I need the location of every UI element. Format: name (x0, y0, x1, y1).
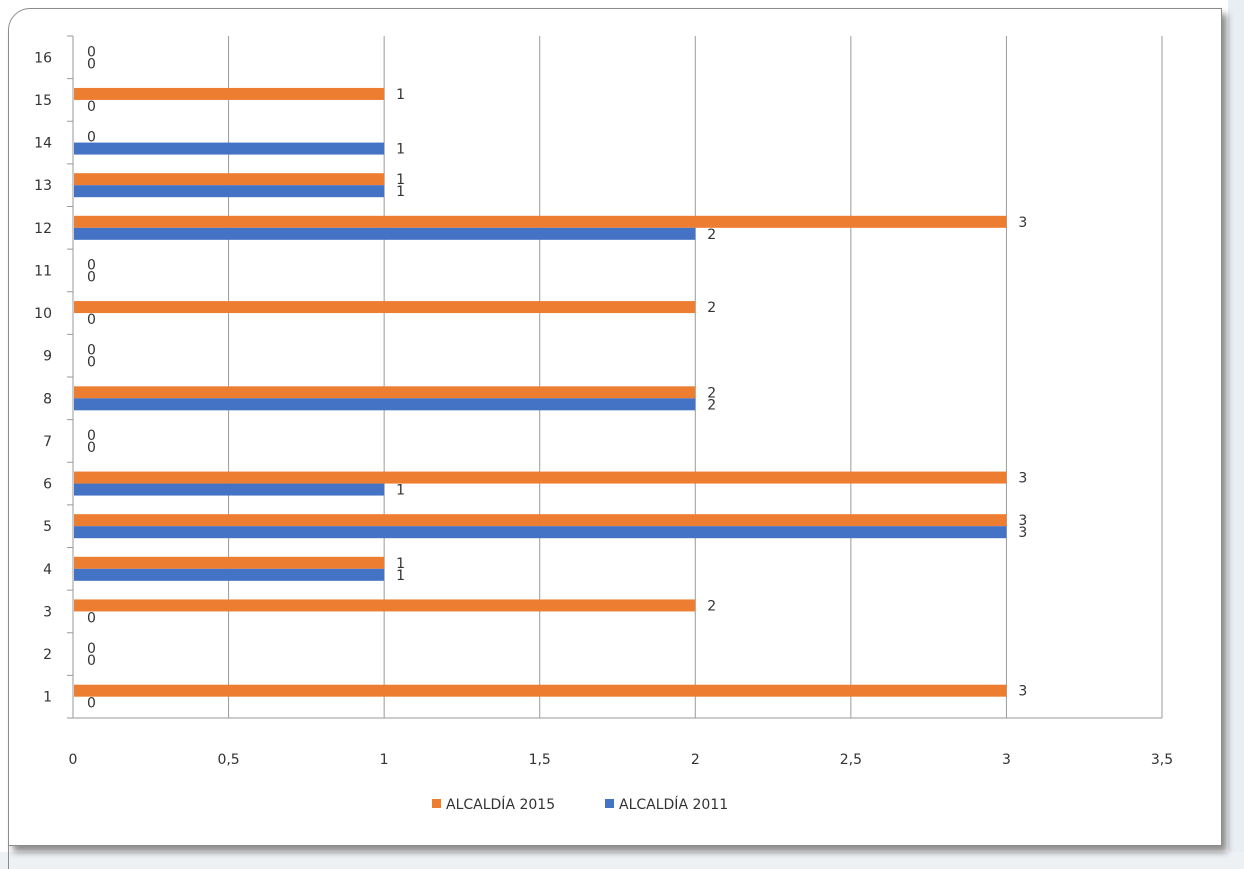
data-label: 0 (87, 653, 96, 669)
data-label: 3 (1018, 471, 1027, 487)
x-tick-label: 3,5 (1151, 752, 1173, 768)
data-label: 0 (87, 610, 96, 626)
data-label: 1 (396, 184, 405, 200)
bars (74, 87, 1007, 697)
data-label: 2 (707, 385, 716, 401)
bar-2015 (74, 301, 696, 314)
background-panel-bottom (0, 852, 1244, 869)
bar-2015 (74, 87, 385, 100)
data-label: 0 (87, 269, 96, 285)
legend-label-2011: ALCALDÍA 2011 (619, 796, 728, 813)
x-tick-label: 2,5 (840, 752, 862, 768)
data-label: 2 (707, 227, 716, 243)
legend-label-2015: ALCALDÍA 2015 (446, 796, 555, 813)
gridlines (228, 36, 1163, 718)
y-tick-label: 9 (43, 349, 52, 365)
bar-2015 (74, 599, 696, 612)
bar-2015 (74, 556, 385, 569)
data-label: 3 (1018, 525, 1027, 541)
bar-2011 (74, 227, 696, 240)
y-tick-label: 13 (34, 178, 52, 194)
x-tick-label: 0,5 (217, 752, 239, 768)
data-label: 3 (1018, 215, 1027, 231)
bar-2015 (74, 173, 385, 186)
data-label: 3 (1018, 684, 1027, 700)
legend-swatch-2015 (432, 799, 441, 808)
data-label: 3 (1018, 513, 1027, 529)
data-label: 1 (396, 142, 405, 158)
x-tick-label: 1,5 (529, 752, 551, 768)
data-label: 0 (87, 130, 96, 146)
y-tick-label: 11 (34, 263, 52, 279)
bar-2011 (74, 142, 385, 155)
x-tick-label: 0 (69, 752, 78, 768)
bar-2015 (74, 684, 1007, 697)
bar-2015 (74, 471, 1007, 484)
bar-2015 (74, 514, 1007, 527)
data-label: 2 (707, 300, 716, 316)
legend-swatch-2011 (605, 799, 614, 808)
y-tick-label: 3 (43, 604, 52, 620)
data-label: 1 (396, 483, 405, 499)
data-label: 0 (87, 440, 96, 456)
bar-2011 (74, 185, 385, 198)
bar-2011 (74, 398, 696, 411)
y-tick-label: 1 (43, 690, 52, 706)
x-tick-label: 1 (380, 752, 389, 768)
y-tick-label: 6 (43, 477, 52, 493)
data-label: 0 (87, 428, 96, 444)
bar-2011 (74, 526, 1007, 539)
data-label: 0 (87, 355, 96, 371)
bar-2011 (74, 483, 385, 496)
y-tick-label: 4 (43, 562, 52, 578)
x-tick-label: 2 (691, 752, 700, 768)
data-label: 0 (87, 312, 96, 328)
y-tick-label: 12 (34, 221, 52, 237)
data-label: 0 (87, 99, 96, 115)
data-label: 0 (87, 641, 96, 657)
data-label: 1 (396, 172, 405, 188)
data-label: 2 (707, 397, 716, 413)
data-label: 0 (87, 44, 96, 60)
x-tick-label: 3 (1002, 752, 1011, 768)
data-label: 0 (87, 343, 96, 359)
data-label: 1 (396, 556, 405, 572)
background-panel-right (1228, 0, 1244, 869)
frame-edge (8, 840, 9, 869)
data-label: 1 (396, 87, 405, 103)
bar-2015 (74, 215, 1007, 228)
data-label: 2 (707, 598, 716, 614)
data-label: 0 (87, 56, 96, 72)
bar-2011 (74, 568, 385, 581)
bar-2015 (74, 386, 696, 399)
y-tick-label: 2 (43, 647, 52, 663)
y-tick-label: 16 (34, 50, 52, 66)
y-tick-label: 14 (34, 136, 52, 152)
y-tick-label: 15 (34, 93, 52, 109)
axes (67, 35, 1162, 719)
y-tick-label: 7 (43, 434, 52, 450)
legend: ALCALDÍA 2015 ALCALDÍA 2011 (432, 796, 728, 813)
data-label: 1 (396, 568, 405, 584)
y-tick-label: 8 (43, 391, 52, 407)
data-label: 0 (87, 257, 96, 273)
y-tick-label: 5 (43, 519, 52, 535)
data-label: 0 (87, 696, 96, 712)
y-tick-label: 10 (34, 306, 52, 322)
